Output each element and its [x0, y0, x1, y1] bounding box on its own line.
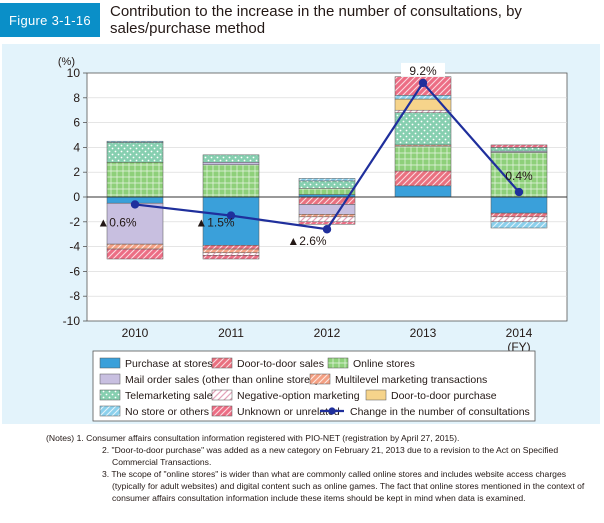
bar-segment-stores-2014	[490, 196, 548, 214]
bar-segment-stores-2011	[202, 196, 260, 246]
x-tick-label: 2011	[218, 326, 244, 340]
bar-segment-online-2012	[298, 188, 356, 195]
y-tick-label: 4	[73, 140, 80, 154]
line-label-background	[401, 62, 445, 77]
line-point-2013	[418, 78, 428, 88]
legend-label-purchase: Door-to-door purchase	[391, 390, 497, 402]
bar-segment-mlm-2012	[298, 214, 356, 218]
line-point-2012	[322, 225, 332, 234]
figure-title: Contribution to the increase in the numb…	[110, 3, 522, 37]
legend-label-tele: Telemarketing sales	[125, 390, 218, 402]
bar-segment-mlm-2011	[202, 248, 260, 254]
x-tick-label: 2014	[506, 326, 533, 340]
legend-label-mlm: Multilevel marketing transactions	[335, 374, 487, 386]
legend-label-line: Change in the number of consultations	[350, 406, 530, 418]
legend-swatch-door	[211, 357, 233, 369]
bar-segment-mail-2011	[202, 162, 260, 166]
line-data-label-2013: 9.2%	[409, 64, 437, 78]
bar-segment-negopt-2011	[202, 252, 260, 256]
note-item-2: 2. "Door-to-door purchase" was added as …	[102, 445, 559, 467]
legend-swatch-negopt	[211, 389, 233, 401]
legend-swatch-mail	[99, 373, 121, 385]
legend-swatch-online	[327, 357, 349, 369]
bar-segment-unknown-2010	[106, 248, 164, 260]
legend-box	[92, 350, 536, 422]
notes: (Notes) 1. Consumer affairs consultation…	[46, 432, 598, 504]
y-tick-label: 0	[73, 190, 80, 204]
y-tick-label: -8	[69, 289, 80, 303]
y-tick-label: -6	[69, 264, 80, 278]
bar-segment-nostore-2013	[394, 95, 452, 100]
line-data-label-2010: ▲0.6%	[97, 215, 137, 229]
x-unit-label: (FY)	[507, 340, 530, 354]
legend-swatch-tele	[99, 389, 121, 401]
x-tick-label: 2010	[122, 326, 149, 340]
legend-label-online: Online stores	[353, 358, 415, 370]
legend-label-negopt: Negative-option marketing	[237, 390, 360, 402]
y-tick-label: 8	[73, 91, 80, 105]
line-data-label-2012: ▲2.6%	[287, 234, 327, 248]
legend-swatch-line-marker	[328, 407, 336, 415]
legend-swatch-purchase	[365, 389, 387, 401]
bar-segment-stores-2013	[394, 185, 452, 198]
line-data-label-2011: ▲1.5%	[195, 216, 235, 230]
bar-segment-door-2011	[202, 245, 260, 250]
y-tick-label: 2	[73, 165, 80, 179]
y-tick-label: 10	[67, 66, 81, 80]
legend-swatch-stores	[99, 357, 121, 369]
x-tick-label: 2013	[410, 326, 437, 340]
legend-swatch-unknown	[211, 405, 233, 417]
y-tick-label: -2	[69, 215, 80, 229]
stacked-bar-line-chart: 10 8 6 4 2 0 -2 -4 -6 -8 -10 (%) 2010 2011 2012 2013 20…	[58, 56, 568, 422]
bar-segment-unknown-2014	[490, 144, 548, 148]
bar-segment-online-2011	[202, 164, 260, 198]
legend-label-mail: Mail order sales (other than online stor…	[125, 374, 319, 386]
bar-segment-mlm-2010	[106, 243, 164, 250]
bar-segment-door-2014	[490, 212, 548, 218]
bar-segment-unknown-2012	[298, 221, 356, 225]
bar-segment-unknown-2011	[202, 255, 260, 260]
bar-segment-online-2010	[106, 162, 164, 198]
note-row-1: (Notes) 1. Consumer affairs consultation…	[46, 432, 598, 444]
y-tick-label: -10	[63, 314, 81, 328]
bar-segment-nostore-2010	[106, 140, 164, 143]
bar-segment-tele-2013	[394, 112, 452, 146]
notes-lead: (Notes)	[46, 433, 75, 443]
note-item-1: 1. Consumer affairs consultation informa…	[76, 433, 460, 443]
y-tick-label: -4	[69, 240, 80, 254]
legend-label-stores: Purchase at stores	[125, 358, 213, 370]
bar-segment-online-2013	[394, 145, 452, 172]
note-item-3: 3. The scope of "online stores" is wider…	[102, 469, 585, 503]
legend-swatch-mlm	[309, 373, 331, 385]
line-data-label-2014: 0.4%	[505, 169, 533, 183]
bar-segment-mail-2010	[106, 202, 164, 245]
bar-segment-nostore-2012	[298, 178, 356, 182]
line-point-2014	[514, 187, 524, 197]
bar-segment-mail-2012	[298, 204, 356, 215]
figure-label: Figure 3-1-16	[0, 3, 100, 37]
bar-segment-tele-2010	[106, 142, 164, 163]
x-tick-label: 2012	[314, 326, 341, 340]
legend-label-door: Door-to-door sales	[237, 358, 324, 370]
bar-segment-negopt-2012	[298, 216, 356, 223]
line-point-2011	[226, 211, 236, 220]
bar-segment-nostore-2014	[490, 221, 548, 229]
y-tick-label: 6	[73, 116, 80, 130]
figure-header: Figure 3-1-16 Contribution to the increa…	[0, 0, 604, 40]
bar-segment-tele-2012	[298, 180, 356, 189]
bar-segment-negopt-2014	[490, 216, 548, 223]
y-unit-label: (%)	[58, 56, 75, 68]
legend-swatch-nostore	[99, 405, 121, 417]
line-point-2010	[130, 200, 140, 209]
bar-segment-door-2013	[394, 170, 452, 187]
bar-segment-tele-2011	[202, 154, 260, 163]
bar-segment-tele-2014	[490, 147, 548, 152]
legend-label-unknown: Unknown or unrelated	[237, 406, 340, 418]
legend-label-nostore: No store or others	[125, 406, 209, 418]
